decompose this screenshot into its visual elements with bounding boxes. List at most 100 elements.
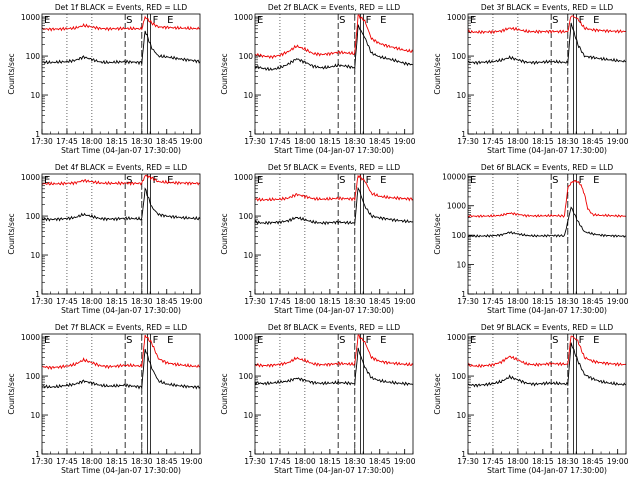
marker-label-S: S xyxy=(552,335,558,346)
x-tick-label: 18:30 xyxy=(344,457,366,466)
x-tick-label: 18:00 xyxy=(507,457,529,466)
x-tick-label: 18:45 xyxy=(582,297,604,306)
series-line-events xyxy=(254,186,414,226)
x-tick-label: 17:45 xyxy=(56,297,78,306)
marker-label-E-left: E xyxy=(470,335,476,346)
marker-label-S: S xyxy=(126,335,132,346)
marker-label-F: F xyxy=(579,15,585,26)
x-tick-label: 18:15 xyxy=(532,457,554,466)
x-tick-label: 17:45 xyxy=(482,137,504,146)
y-tick-label: 10 xyxy=(30,251,40,260)
x-tick-label: 18:45 xyxy=(369,297,391,306)
marker-label-E-right: E xyxy=(167,175,173,186)
x-tick-label: 18:00 xyxy=(294,457,316,466)
y-axis-label: Counts/sec xyxy=(7,373,16,414)
x-axis-label: Start Time (04-Jan-07 17:30:00) xyxy=(274,466,394,475)
y-axis-label: Counts/sec xyxy=(7,53,16,94)
y-tick-label: 100 xyxy=(239,372,254,381)
x-tick-label: 18:15 xyxy=(106,457,128,466)
x-tick-label: 18:30 xyxy=(557,297,579,306)
series-line-lld xyxy=(41,174,201,186)
x-tick-label: 17:45 xyxy=(482,457,504,466)
marker-label-E-left: E xyxy=(44,335,50,346)
marker-label-E-left: E xyxy=(257,15,263,26)
y-tick-label: 100 xyxy=(239,212,254,221)
series-line-lld xyxy=(254,14,414,60)
plot-frame xyxy=(41,333,201,455)
y-tick-label: 1 xyxy=(461,450,466,459)
marker-label-F: F xyxy=(366,15,372,26)
plot-frame xyxy=(467,13,627,135)
marker-label-S: S xyxy=(552,15,558,26)
marker-label-F: F xyxy=(153,15,159,26)
x-tick-label: 19:00 xyxy=(181,297,203,306)
y-tick-label: 100 xyxy=(26,372,41,381)
chart-title: Det 1f BLACK = Events, RED = LLD xyxy=(55,3,188,12)
x-tick-label: 17:30 xyxy=(244,297,266,306)
y-tick-label: 100 xyxy=(452,52,467,61)
y-tick-label: 1 xyxy=(35,450,40,459)
series-line-lld xyxy=(41,334,201,371)
x-tick-label: 17:45 xyxy=(482,297,504,306)
y-tick-label: 1000 xyxy=(234,333,253,342)
x-tick-label: 19:00 xyxy=(181,137,203,146)
y-tick-label: 1 xyxy=(461,130,466,139)
x-axis-label: Start Time (04-Jan-07 17:30:00) xyxy=(274,146,394,155)
x-tick-label: 17:30 xyxy=(457,137,479,146)
y-tick-label: 10000 xyxy=(442,172,466,181)
marker-label-F: F xyxy=(153,335,159,346)
marker-label-E-left: E xyxy=(257,335,263,346)
plot-frame xyxy=(41,173,201,295)
series-line-events xyxy=(254,24,414,71)
plot-frame xyxy=(467,333,627,455)
plot-frame xyxy=(254,333,414,455)
chart-title: Det 3f BLACK = Events, RED = LLD xyxy=(481,3,614,12)
x-tick-label: 17:45 xyxy=(56,137,78,146)
y-axis-label: Counts/sec xyxy=(433,373,442,414)
marker-label-E-left: E xyxy=(44,175,50,186)
x-tick-label: 18:15 xyxy=(532,297,554,306)
y-tick-label: 1 xyxy=(248,450,253,459)
y-axis-label: Counts/sec xyxy=(220,213,229,254)
y-tick-label: 1 xyxy=(35,130,40,139)
x-tick-label: 18:15 xyxy=(319,457,341,466)
x-axis-label: Start Time (04-Jan-07 17:30:00) xyxy=(61,306,181,315)
x-tick-label: 17:45 xyxy=(56,457,78,466)
x-axis-label: Start Time (04-Jan-07 17:30:00) xyxy=(487,466,607,475)
marker-label-S: S xyxy=(126,175,132,186)
x-tick-label: 19:00 xyxy=(607,457,629,466)
series-line-events xyxy=(254,347,414,387)
x-tick-label: 18:30 xyxy=(344,137,366,146)
x-tick-label: 17:30 xyxy=(457,457,479,466)
marker-label-S: S xyxy=(339,175,345,186)
x-axis-label: Start Time (04-Jan-07 17:30:00) xyxy=(61,466,181,475)
marker-label-E-left: E xyxy=(470,15,476,26)
y-tick-label: 100 xyxy=(452,372,467,381)
y-axis-label: Counts/sec xyxy=(220,373,229,414)
y-tick-label: 1000 xyxy=(447,13,466,22)
marker-label-E-left: E xyxy=(44,15,50,26)
x-tick-label: 18:45 xyxy=(582,137,604,146)
y-tick-label: 10 xyxy=(456,261,466,270)
x-tick-label: 18:30 xyxy=(344,297,366,306)
x-tick-label: 17:30 xyxy=(457,297,479,306)
y-tick-label: 100 xyxy=(26,212,41,221)
series-line-lld xyxy=(467,179,627,219)
chart-title: Det 4f BLACK = Events, RED = LLD xyxy=(55,163,188,172)
chart-title: Det 5f BLACK = Events, RED = LLD xyxy=(268,163,401,172)
marker-label-E-right: E xyxy=(167,15,173,26)
series-line-events xyxy=(467,342,626,388)
x-tick-label: 18:45 xyxy=(369,457,391,466)
series-line-events xyxy=(467,206,627,238)
marker-label-S: S xyxy=(339,15,345,26)
y-tick-label: 1000 xyxy=(234,173,253,182)
series-line-events xyxy=(41,30,201,66)
marker-label-F: F xyxy=(153,175,159,186)
marker-label-E-right: E xyxy=(593,335,599,346)
